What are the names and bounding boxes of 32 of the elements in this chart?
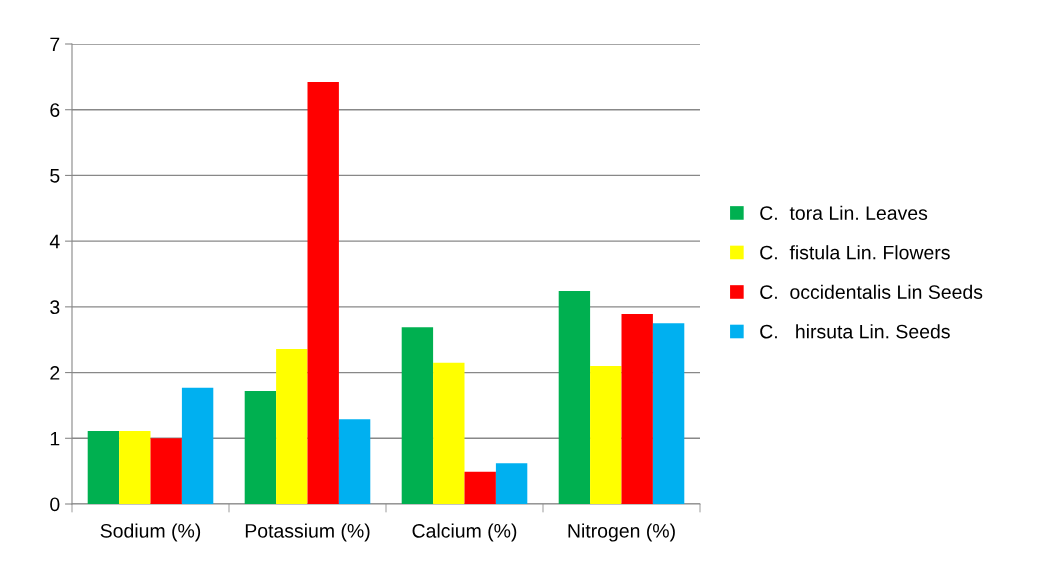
y-tick-label: 5 xyxy=(50,169,60,183)
y-tick-label: 2 xyxy=(50,366,60,380)
x-tick-label: Sodium (%) xyxy=(100,523,201,542)
y-tick-label: 0 xyxy=(50,497,60,512)
bar xyxy=(338,419,371,504)
bar xyxy=(244,390,277,504)
bar xyxy=(495,463,528,504)
bar xyxy=(464,471,496,504)
bar xyxy=(401,327,434,504)
bar xyxy=(433,362,465,504)
bar xyxy=(276,348,308,504)
bar xyxy=(119,431,151,504)
x-tick-label: Nitrogen (%) xyxy=(568,523,675,542)
bar xyxy=(87,431,120,504)
legend-label: C. occidentalis Lin Seeds xyxy=(760,284,983,299)
bar xyxy=(307,82,339,504)
bar xyxy=(590,366,622,504)
y-tick-label: 3 xyxy=(50,300,60,315)
x-tick-label: Calcium (%) xyxy=(412,523,517,542)
y-tick-label: 4 xyxy=(49,234,60,249)
y-tick-label: 7 xyxy=(50,37,60,52)
bar xyxy=(558,291,591,504)
bar xyxy=(652,323,685,504)
bar xyxy=(150,438,182,504)
legend-label: C. fistula Lin. Flowers xyxy=(760,245,950,260)
bar xyxy=(621,314,653,504)
legend-label: C. tora Lin. Leaves xyxy=(760,205,928,220)
legend-label: C. hirsuta Lin. Seeds xyxy=(760,324,950,339)
bar xyxy=(181,387,214,504)
y-tick-label: 6 xyxy=(50,103,60,117)
x-tick-label: Potassium (%) xyxy=(245,523,370,542)
y-tick-label: 1 xyxy=(50,431,60,446)
